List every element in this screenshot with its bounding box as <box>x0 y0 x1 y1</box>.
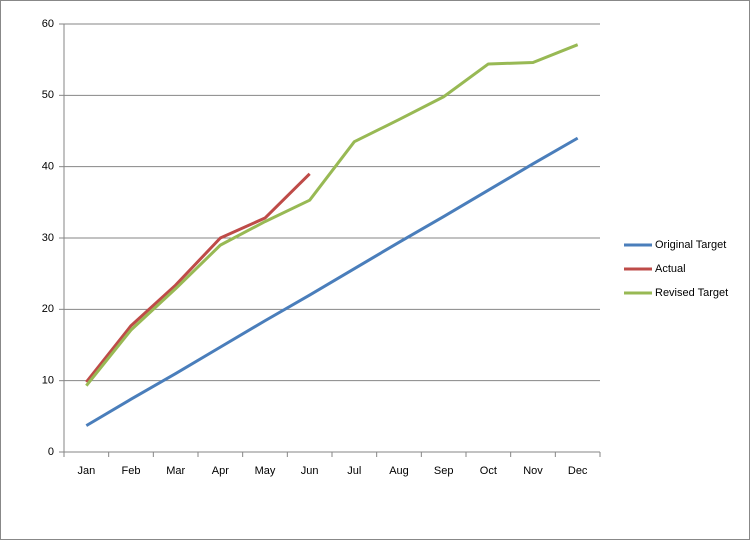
legend-label: Revised Target <box>655 287 728 299</box>
y-tick-label: 40 <box>42 161 54 173</box>
x-tick-label: May <box>255 465 276 477</box>
legend-label: Actual <box>655 263 686 275</box>
x-tick-label: Sep <box>434 465 454 477</box>
x-tick-label: Jun <box>301 465 319 477</box>
y-tick-label: 50 <box>42 89 54 101</box>
y-tick-label: 60 <box>42 18 54 30</box>
x-tick-label: Feb <box>122 465 141 477</box>
x-tick-label: Jul <box>347 465 361 477</box>
x-tick-label: Aug <box>389 465 409 477</box>
legend-label: Original Target <box>655 239 726 251</box>
x-tick-label: Oct <box>480 465 497 477</box>
series-line <box>85 172 311 384</box>
y-tick-label: 10 <box>42 375 54 387</box>
x-tick-label: Jan <box>77 465 95 477</box>
y-tick-label: 20 <box>42 303 54 315</box>
x-tick-label: Dec <box>568 465 588 477</box>
series-line <box>85 136 579 427</box>
x-tick-label: Mar <box>166 465 185 477</box>
x-tick-label: Nov <box>523 465 543 477</box>
series-line <box>85 43 579 387</box>
y-tick-label: 30 <box>42 232 54 244</box>
y-tick-label: 0 <box>48 446 54 458</box>
x-tick-label: Apr <box>212 465 229 477</box>
